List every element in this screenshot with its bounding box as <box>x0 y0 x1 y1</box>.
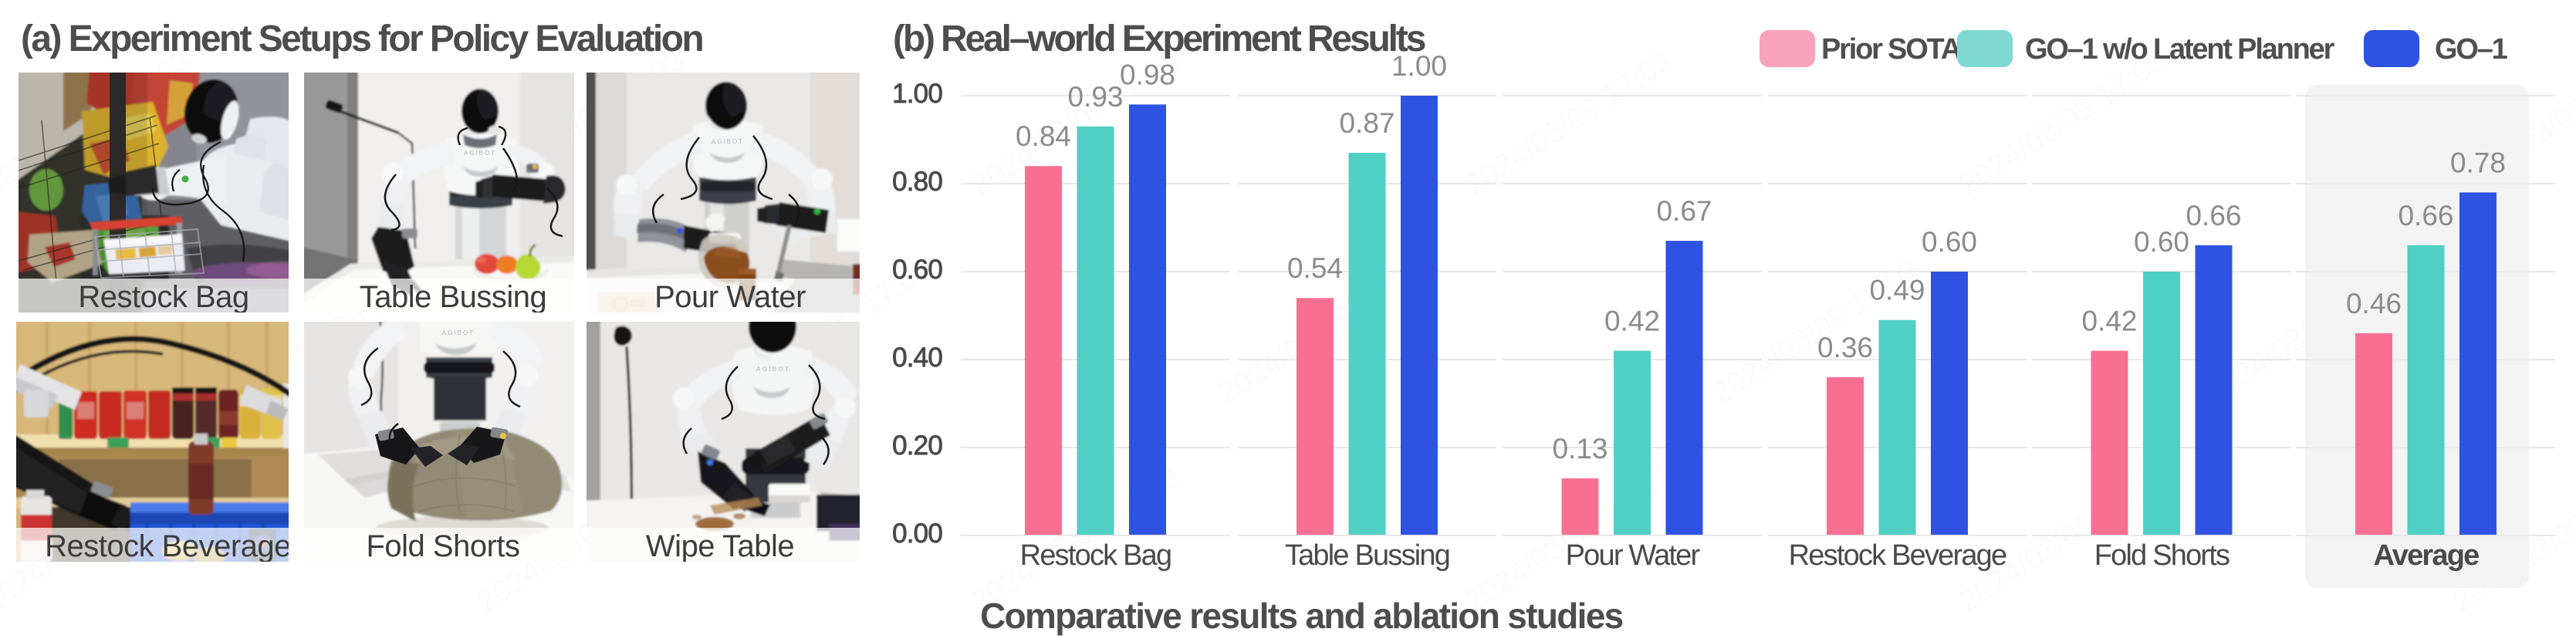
svg-text:GO–1: GO–1 <box>2435 33 2508 66</box>
svg-text:Table Bussing: Table Bussing <box>360 280 547 314</box>
svg-text:1.00: 1.00 <box>892 79 942 109</box>
svg-text:0.40: 0.40 <box>892 343 942 373</box>
svg-text:Prior SOTA: Prior SOTA <box>1821 33 1962 66</box>
svg-text:AGIBOT: AGIBOT <box>442 329 475 336</box>
svg-text:0.42: 0.42 <box>1604 306 1660 337</box>
svg-text:AGIBOT: AGIBOT <box>712 138 744 145</box>
svg-text:0.78: 0.78 <box>2450 147 2506 178</box>
svg-text:0.60: 0.60 <box>1922 226 1977 258</box>
svg-text:Wipe Table: Wipe Table <box>646 529 794 563</box>
svg-text:0.46: 0.46 <box>2346 288 2402 319</box>
svg-text:Table Bussing: Table Bussing <box>1285 539 1449 572</box>
svg-text:0.20: 0.20 <box>892 431 942 461</box>
svg-text:0.60: 0.60 <box>2134 226 2189 258</box>
svg-text:0.60: 0.60 <box>892 255 942 285</box>
svg-text:Restock Beverage: Restock Beverage <box>45 529 291 563</box>
svg-text:0.54: 0.54 <box>1287 252 1343 284</box>
svg-text:0.13: 0.13 <box>1552 433 1607 465</box>
svg-text:Restock Beverage: Restock Beverage <box>1789 539 2006 572</box>
svg-text:0.84: 0.84 <box>1016 120 1071 152</box>
svg-text:0.00: 0.00 <box>892 519 942 549</box>
svg-text:0.49: 0.49 <box>1869 275 1925 306</box>
svg-text:Restock Bag: Restock Bag <box>78 280 248 314</box>
svg-text:Comparative results and ablati: Comparative results and ablation studies <box>980 596 1623 636</box>
svg-text:GO–1 w/o Latent Planner: GO–1 w/o Latent Planner <box>2025 33 2335 66</box>
svg-text:(a) Experiment Setups for Poli: (a) Experiment Setups for Policy Evaluat… <box>21 19 702 59</box>
svg-text:Restock Bag: Restock Bag <box>1020 539 1171 572</box>
svg-text:0.93: 0.93 <box>1067 81 1123 113</box>
svg-text:AGIBOT: AGIBOT <box>464 150 496 157</box>
svg-text:Pour Water: Pour Water <box>1566 539 1701 572</box>
svg-text:0.36: 0.36 <box>1817 332 1873 363</box>
svg-text:Pour Water: Pour Water <box>654 280 806 314</box>
svg-text:Average: Average <box>2374 539 2480 572</box>
svg-text:(b) Real–world Experiment Resu: (b) Real–world Experiment Results <box>893 19 1425 59</box>
svg-text:AGIBOT: AGIBOT <box>756 365 790 373</box>
svg-text:0.42: 0.42 <box>2081 306 2137 337</box>
svg-text:0.80: 0.80 <box>892 167 942 197</box>
svg-text:0.66: 0.66 <box>2398 200 2453 231</box>
svg-text:Fold Shorts: Fold Shorts <box>366 529 519 563</box>
svg-text:0.67: 0.67 <box>1656 195 1712 227</box>
svg-text:Fold Shorts: Fold Shorts <box>2094 539 2229 572</box>
svg-text:0.66: 0.66 <box>2186 200 2241 231</box>
svg-text:0.98: 0.98 <box>1120 59 1175 90</box>
svg-text:0.87: 0.87 <box>1339 107 1394 139</box>
svg-text:1.00: 1.00 <box>1391 50 1447 82</box>
